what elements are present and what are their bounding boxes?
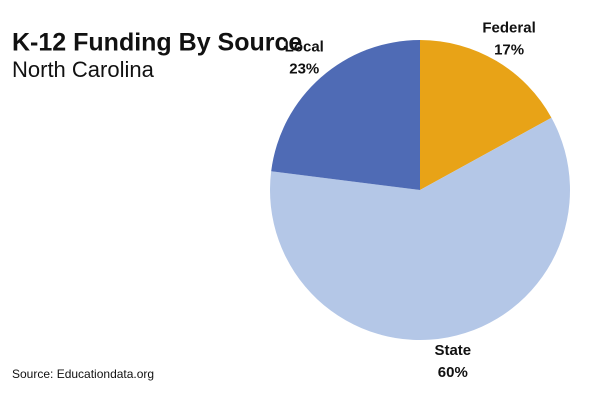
source-note: Source: Educationdata.org	[12, 367, 154, 381]
chart-title: K-12 Funding By Source	[12, 29, 302, 57]
slice-label: Local	[285, 39, 324, 56]
pie-slice	[420, 40, 552, 190]
slice-value-label: 17%	[494, 41, 524, 58]
slice-label: Federal	[482, 19, 535, 36]
slice-label: State	[434, 342, 471, 359]
pie-slice	[271, 40, 420, 190]
slice-value-label: 23%	[289, 61, 319, 78]
pie-slice	[270, 117, 570, 341]
chart-subtitle: North Carolina	[12, 57, 155, 82]
slice-value-label: 60%	[438, 364, 468, 381]
